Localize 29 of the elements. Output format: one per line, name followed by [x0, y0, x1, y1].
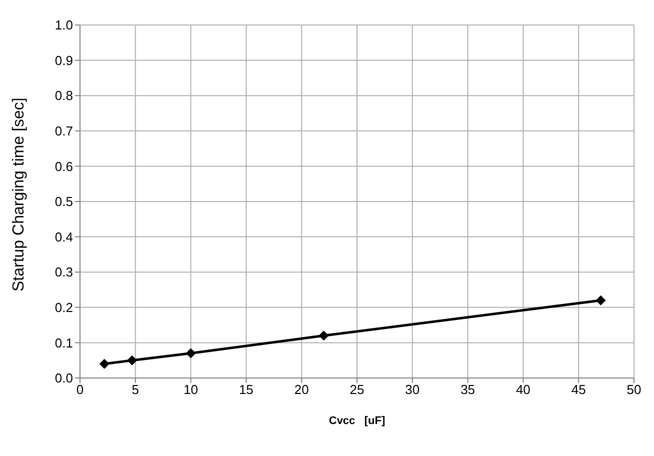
x-tick-label: 15 [238, 382, 254, 398]
x-tick-label: 10 [184, 382, 198, 398]
point [186, 348, 196, 358]
point [127, 355, 138, 366]
point [99, 358, 110, 369]
x-tick-label: 45 [571, 382, 586, 398]
y-tick-label: 1.0 [54, 18, 73, 33]
x-tick-label: 25 [350, 382, 364, 398]
y-tick-label: 0.3 [54, 264, 73, 280]
y-tick-label: 0.7 [54, 124, 73, 139]
x-tick-label: 0 [76, 382, 84, 398]
y-tick-label: 0.1 [54, 335, 73, 350]
y-tick-label: 0.0 [54, 370, 73, 386]
x-axis-title: Cvcc [uF] [328, 415, 386, 427]
point [318, 330, 329, 341]
y-tick-label: 0.5 [54, 194, 73, 210]
y-tick-label: 0.4 [54, 229, 73, 244]
y-axis-title: Startup Charging time [sec] [10, 98, 28, 292]
x-tick-label: 50 [626, 382, 642, 398]
y-tick-label: 0.6 [54, 158, 73, 174]
x-tick-label: 20 [294, 382, 309, 398]
x-tick-label: 35 [460, 382, 476, 398]
x-tick-label: 40 [516, 382, 530, 398]
y-tick-label: 0.2 [54, 300, 73, 316]
x-tick-label: 30 [405, 382, 420, 398]
y-tick-label: 0.9 [54, 52, 73, 68]
y-tick-label: 0.8 [54, 88, 73, 104]
point [596, 295, 606, 306]
x-tick-label: 5 [132, 382, 140, 398]
